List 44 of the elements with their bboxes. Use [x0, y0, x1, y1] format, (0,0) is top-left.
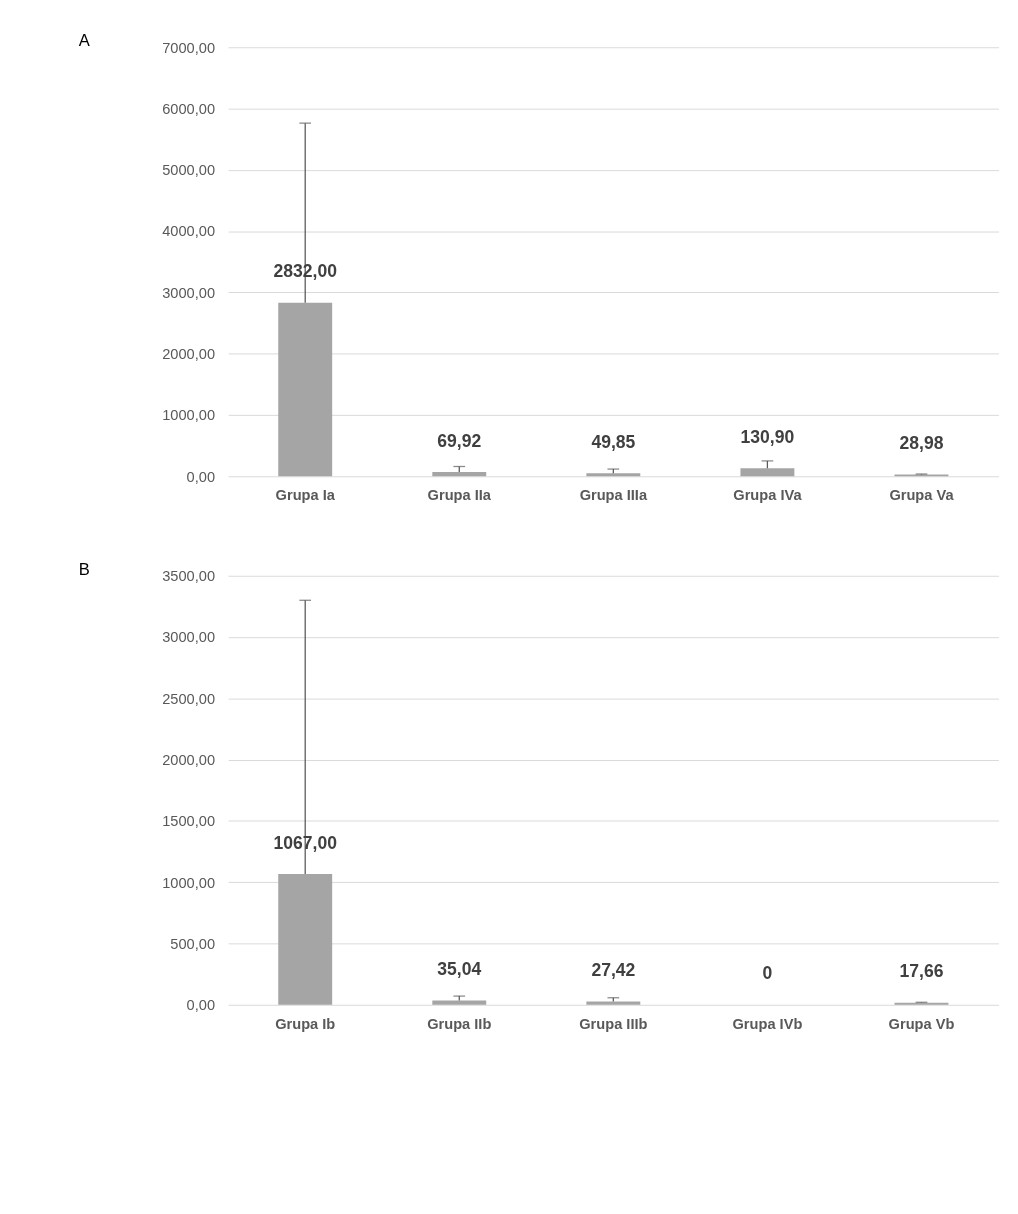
- text: B: [78, 559, 90, 579]
- data-label: 17,66: [899, 961, 944, 982]
- x-tick-label: Grupa IVa: [733, 487, 803, 504]
- data-label: 69,92: [437, 430, 482, 451]
- data-label: 27,42: [591, 960, 636, 981]
- bar: [278, 302, 333, 477]
- text: A: [78, 31, 91, 51]
- y-tick-label: 0,00: [186, 468, 216, 485]
- y-tick-label: 2000,00: [162, 751, 216, 768]
- bar: [586, 473, 641, 477]
- x-tick-label: Grupa Va: [889, 487, 955, 504]
- data-label: 0: [762, 963, 773, 984]
- x-tick-label: Grupa IVb: [732, 1015, 803, 1032]
- x-tick-label: Grupa Ib: [275, 1015, 336, 1032]
- x-tick-label: Grupa IIb: [427, 1015, 492, 1032]
- y-tick-label: 7000,00: [162, 39, 216, 56]
- data-label: 49,85: [591, 431, 636, 452]
- x-tick-label: Grupa Vb: [888, 1015, 955, 1032]
- y-tick-label: 500,00: [170, 935, 216, 952]
- bar: [894, 1002, 949, 1005]
- x-tick-label: Grupa IIa: [427, 487, 492, 504]
- bar: [740, 468, 795, 477]
- bar: [586, 1001, 641, 1005]
- bar: [432, 1000, 487, 1005]
- y-tick-label: 3000,00: [162, 284, 216, 301]
- y-tick-label: 2500,00: [162, 690, 216, 707]
- y-tick-label: 6000,00: [162, 100, 216, 117]
- y-tick-label: 1000,00: [162, 407, 216, 424]
- y-tick-label: 2000,00: [162, 346, 216, 363]
- data-label: 130,90: [740, 426, 795, 447]
- bar: [278, 874, 333, 1005]
- x-tick-label: Grupa Ia: [275, 487, 336, 504]
- y-tick-label: 3500,00: [162, 568, 216, 585]
- y-tick-label: 3000,00: [162, 629, 216, 646]
- y-tick-label: 4000,00: [162, 223, 216, 240]
- y-tick-label: 0,00: [186, 997, 216, 1014]
- x-tick-label: Grupa IIIa: [579, 487, 648, 504]
- y-tick-label: 1500,00: [162, 813, 216, 830]
- x-tick-label: Grupa IIIb: [579, 1015, 648, 1032]
- y-tick-label: 1000,00: [162, 874, 216, 891]
- data-label: 35,04: [437, 959, 482, 980]
- y-tick-label: 5000,00: [162, 162, 216, 179]
- bar: [432, 472, 487, 477]
- data-label: 28,98: [899, 433, 944, 454]
